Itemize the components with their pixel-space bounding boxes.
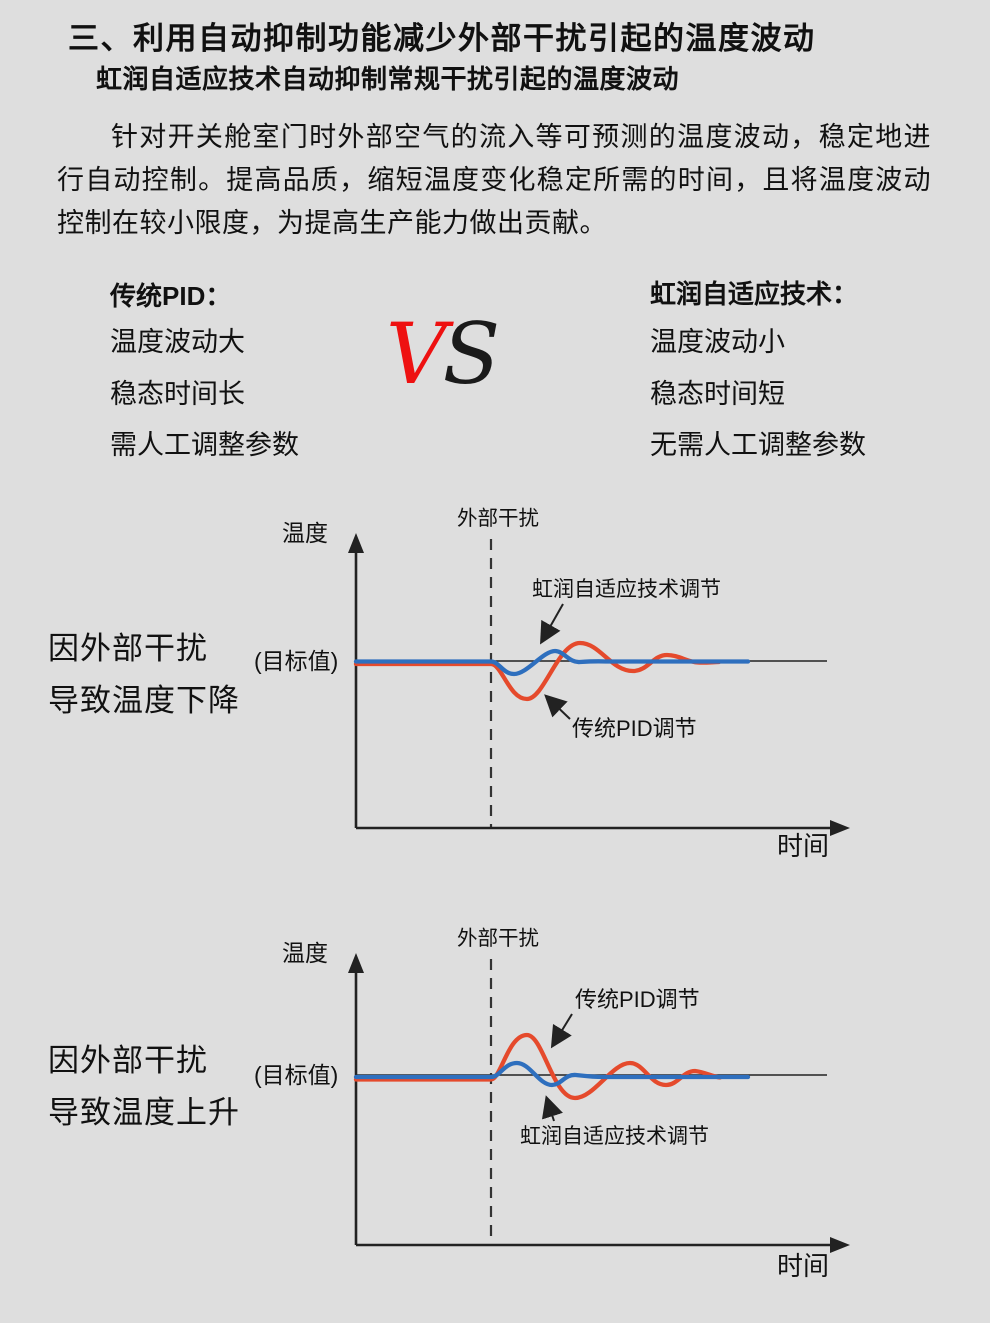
target-value-label: (目标值) (254, 648, 338, 674)
adaptive-annotation-arrow-icon (541, 1095, 563, 1122)
compare-right-item-1: 温度波动小 (650, 327, 785, 357)
compare-right-item-3: 无需人工调整参数 (650, 430, 866, 460)
pid-annotation-label: 传统PID调节 (572, 716, 697, 741)
page-title: 三、利用自动抑制功能减少外部干扰引起的温度波动 (68, 21, 816, 56)
vs-letter-s: S (442, 305, 501, 403)
pid-curve (353, 640, 722, 702)
adaptive-annotation-arrow-icon (540, 603, 564, 645)
target-value-label: (目标值) (254, 1062, 338, 1088)
chart-temperature-drop: 温度 外部干扰 (目标值) 时间 虹润自适应技术调节 传统PID调节 (254, 507, 850, 861)
compare-left-item-2: 稳态时间长 (110, 379, 245, 409)
x-axis-label: 时间 (777, 831, 829, 861)
disturbance-label: 外部干扰 (457, 507, 539, 530)
chart1-caption-line2: 导致温度下降 (48, 683, 240, 718)
chart2-caption-line1: 因外部干扰 (48, 1043, 208, 1078)
x-axis-arrow-icon (830, 1237, 850, 1253)
adaptive-annotation-label: 虹润自适应技术调节 (532, 578, 721, 601)
compare-right-item-2: 稳态时间短 (650, 379, 785, 409)
compare-left-header: 传统PID： (110, 281, 232, 311)
compare-left-item-1: 温度波动大 (110, 327, 245, 357)
y-axis-arrow-icon (348, 953, 364, 973)
y-axis-label: 温度 (282, 520, 328, 546)
vs-mark: VS (386, 312, 500, 396)
intro-paragraph: 针对开关舱室门时外部空气的流入等可预测的温度波动，稳定地进行自动控制。提高品质，… (57, 122, 931, 238)
chart2-caption-line2: 导致温度上升 (48, 1095, 240, 1130)
x-axis-arrow-icon (830, 820, 850, 836)
pid-annotation-arrow-icon (550, 1013, 573, 1049)
adaptive-curve (353, 648, 751, 677)
compare-right-header: 虹润自适应技术： (650, 279, 859, 309)
compare-left-item-3: 需人工调整参数 (110, 430, 299, 460)
chart-temperature-rise: 温度 外部干扰 (目标值) 时间 传统PID调节 虹润自适应技术调节 (254, 927, 850, 1281)
chart1-caption-line1: 因外部干扰 (48, 631, 208, 666)
y-axis-arrow-icon (348, 533, 364, 553)
pid-curve (353, 1032, 723, 1101)
y-axis-label: 温度 (282, 940, 328, 966)
disturbance-label: 外部干扰 (457, 927, 539, 950)
adaptive-curve (353, 1060, 751, 1088)
x-axis-label: 时间 (777, 1251, 829, 1281)
vs-letter-v: V (386, 305, 447, 403)
pid-annotation-arrow-icon (544, 694, 571, 720)
pid-annotation-label: 传统PID调节 (575, 987, 700, 1012)
adaptive-annotation-label: 虹润自适应技术调节 (520, 1125, 709, 1148)
page-subtitle: 虹润自适应技术自动抑制常规干扰引起的温度波动 (96, 64, 680, 94)
